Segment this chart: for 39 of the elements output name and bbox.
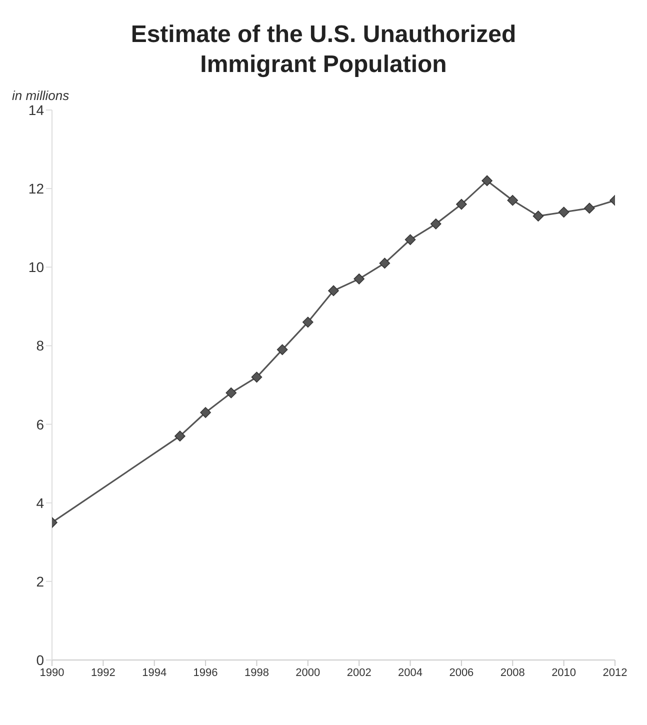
y-tick-label: 8 [36,338,44,354]
x-tick-label: 2004 [398,666,423,679]
point [200,407,211,418]
point [276,344,288,356]
x-tick-label: 2012 [602,666,628,679]
point [302,316,314,328]
x-tick-label: 1992 [90,666,116,679]
point [507,194,518,206]
point [456,198,467,210]
x-tick-label: 1998 [244,666,269,679]
point [584,202,595,214]
y-tick-label: 14 [28,102,44,118]
x-tick-label: 2006 [449,666,474,679]
point [251,372,262,383]
point [328,285,339,296]
x-tick-label: 2010 [552,666,576,679]
y-axis-title: in millions [12,88,70,103]
point [174,430,186,442]
x-tick-label: 2000 [296,666,320,679]
point [226,387,237,398]
x-tick-label: 1994 [142,666,167,679]
x-tick-label: 1990 [40,666,64,679]
x-tick-label: 2002 [346,666,372,679]
y-tick-label: 2 [36,573,44,590]
y-tick-label: 6 [36,416,44,432]
point [558,206,570,218]
point [430,218,442,230]
point [404,234,416,246]
x-tick-label: 1996 [193,666,218,679]
point [379,258,390,269]
point [482,175,492,186]
y-tick-label: 12 [28,180,44,197]
y-tick-label: 4 [36,494,44,511]
y-tick-label: 0 [36,652,44,668]
chart-title: Estimate of the U.S. Unauthorized Immigrant Population [130,20,518,80]
y-tick-label: 10 [28,259,44,276]
point [354,274,364,284]
point [532,210,544,222]
x-tick-label: 2008 [500,666,525,679]
